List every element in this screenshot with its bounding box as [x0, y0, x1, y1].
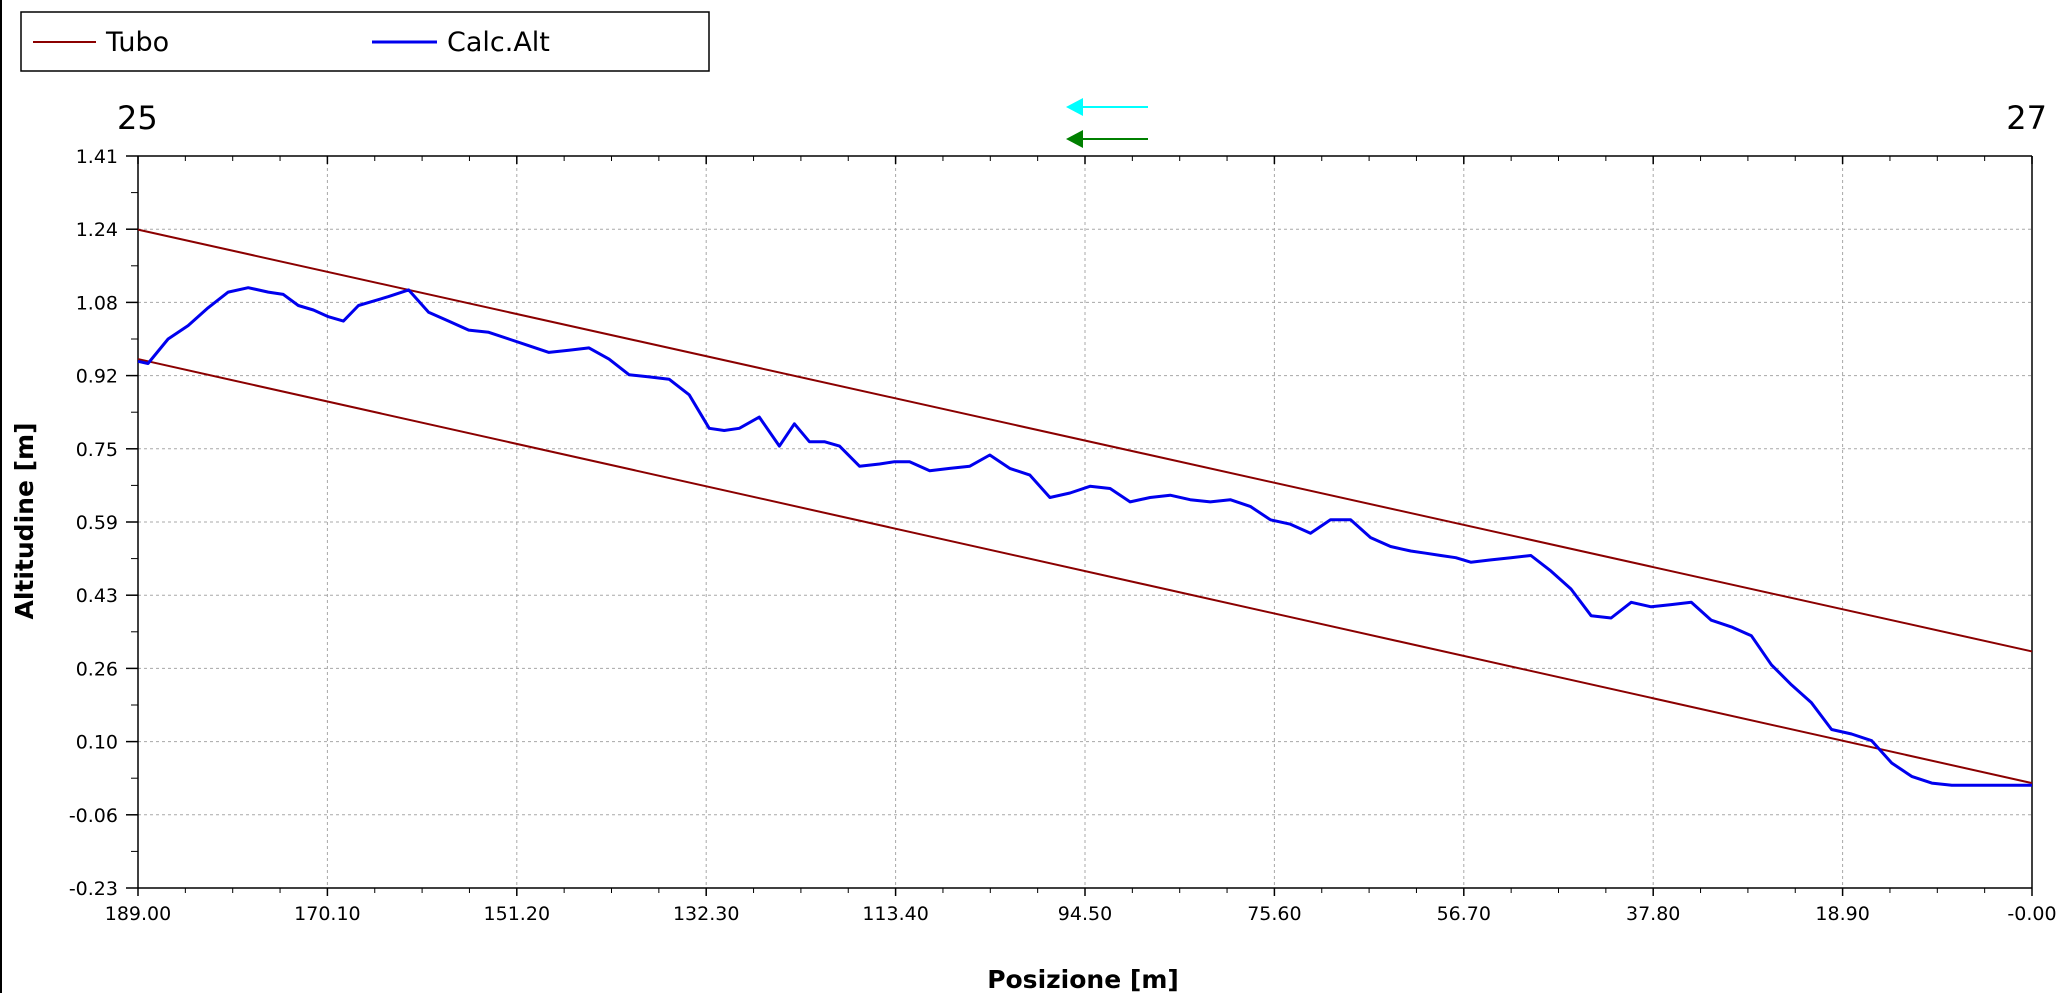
x-tick-label: 170.10: [294, 903, 360, 925]
x-tick-label: 56.70: [1437, 903, 1491, 925]
x-tick-label: 189.00: [105, 903, 171, 925]
y-tick-label: 1.24: [76, 219, 118, 241]
y-axis-title: Altitudine [m]: [10, 422, 39, 619]
x-tick-label: 113.40: [862, 903, 928, 925]
x-tick-label: 18.90: [1815, 903, 1869, 925]
node-label-left: 25: [117, 99, 158, 137]
x-tick-labels: 189.00 170.10 151.20 132.30 113.40 94.50 75.60…: [105, 903, 2057, 925]
x-tick-label: 75.60: [1247, 903, 1301, 925]
calc-alt-line: [137, 286, 2032, 787]
node-label-right: 27: [2006, 99, 2047, 137]
grid: [138, 156, 2032, 888]
legend-label-calc-alt: Calc.Alt: [447, 27, 550, 58]
y-tick-label: 0.43: [76, 585, 118, 607]
flow-arrows: [1066, 98, 1148, 148]
flow-arrow-cyan-head: [1066, 98, 1083, 116]
legend-box: [20, 11, 710, 72]
plot-area: [137, 228, 2033, 787]
y-tick-labels: 1.41 1.24 1.08 0.92 0.75 0.59 0.43 0.26 0.10 -0.0…: [69, 146, 118, 900]
x-tick-label: 151.20: [484, 903, 550, 925]
y-tick-label: -0.06: [69, 805, 118, 827]
flow-arrow-green-head: [1066, 130, 1083, 148]
x-axis-title: Posizione [m]: [987, 965, 1179, 993]
y-tick-label: 1.08: [76, 292, 118, 314]
legend: Tubo Calc.Alt: [20, 11, 710, 72]
y-tick-label: 0.59: [76, 512, 118, 534]
x-tick-label: 94.50: [1058, 903, 1112, 925]
y-tick-label: 0.75: [76, 439, 118, 461]
tubo-bottom-line: [137, 358, 2033, 785]
x-tick-label: 37.80: [1626, 903, 1680, 925]
y-tick-label: 1.41: [76, 146, 118, 168]
legend-label-tubo: Tubo: [105, 27, 169, 58]
x-tick-label: -0.00: [2007, 903, 2056, 925]
y-tick-label: 0.26: [76, 658, 118, 680]
x-tick-label: 132.30: [673, 903, 739, 925]
tubo-top-line: [137, 228, 2033, 653]
y-tick-label: -0.23: [69, 878, 118, 900]
axes: [126, 155, 2033, 896]
y-tick-label: 0.10: [76, 732, 118, 754]
y-tick-label: 0.92: [76, 366, 118, 388]
